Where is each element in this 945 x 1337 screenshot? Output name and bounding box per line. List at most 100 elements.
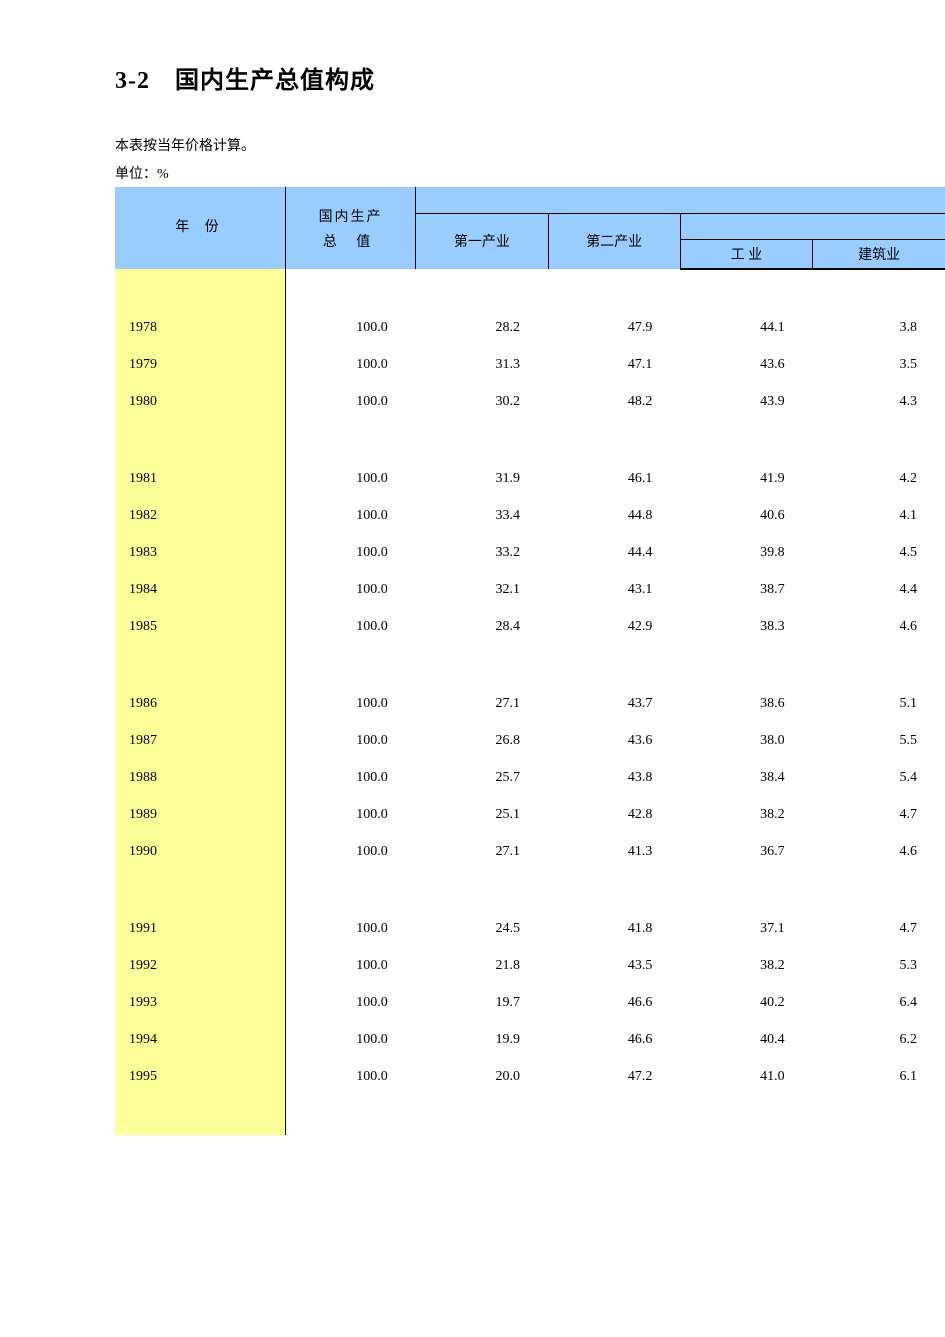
header-primary: 第一产业 (416, 213, 548, 269)
year-cell: 1986 (115, 685, 285, 722)
secondary-cell: 47.1 (548, 346, 680, 383)
year-cell: 1978 (115, 309, 285, 346)
table-unit: 单位：% (115, 163, 945, 183)
table-row: 1989100.025.142.838.24.7 (115, 796, 945, 833)
construction-cell: 4.4 (813, 571, 945, 608)
construction-cell: 4.6 (813, 833, 945, 870)
primary-cell: 25.7 (416, 759, 548, 796)
year-cell: 1990 (115, 833, 285, 870)
primary-cell: 26.8 (416, 722, 548, 759)
gap-cell (416, 420, 548, 460)
gap-year-cell (115, 269, 285, 309)
industry-cell: 38.4 (680, 759, 812, 796)
gap-cell (548, 645, 680, 685)
primary-cell: 33.4 (416, 497, 548, 534)
primary-cell: 28.4 (416, 608, 548, 645)
gap-cell (416, 870, 548, 910)
gap-cell (548, 420, 680, 460)
primary-cell: 27.1 (416, 833, 548, 870)
table-note: 本表按当年价格计算。 (115, 135, 945, 155)
header-year: 年 份 (115, 187, 285, 269)
primary-cell: 19.7 (416, 984, 548, 1021)
header-gdp-l2: 总 值 (286, 230, 415, 255)
gap-cell (548, 1095, 680, 1135)
industry-cell: 41.9 (680, 460, 812, 497)
table-row: 1986100.027.143.738.65.1 (115, 685, 945, 722)
secondary-cell: 43.8 (548, 759, 680, 796)
construction-cell: 4.7 (813, 796, 945, 833)
gdp-cell: 100.0 (285, 833, 415, 870)
gap-cell (285, 269, 415, 309)
gap-cell (285, 420, 415, 460)
table-body: 1978100.028.247.944.13.81979100.031.347.… (115, 269, 945, 1135)
primary-cell: 31.9 (416, 460, 548, 497)
construction-cell: 4.3 (813, 383, 945, 420)
table-header: 年 份 国内生产 总 值 第一产业 第二产业 工 业 建筑业 (115, 187, 945, 269)
industry-cell: 38.6 (680, 685, 812, 722)
secondary-cell: 41.8 (548, 910, 680, 947)
gap-cell (416, 645, 548, 685)
gdp-cell: 100.0 (285, 759, 415, 796)
gdp-cell: 100.0 (285, 309, 415, 346)
year-cell: 1982 (115, 497, 285, 534)
table-row: 1982100.033.444.840.64.1 (115, 497, 945, 534)
table-row: 1988100.025.743.838.45.4 (115, 759, 945, 796)
year-cell: 1993 (115, 984, 285, 1021)
gap-cell (416, 1095, 548, 1135)
primary-cell: 31.3 (416, 346, 548, 383)
gap-cell (285, 870, 415, 910)
table-gap-row (115, 269, 945, 309)
gdp-cell: 100.0 (285, 796, 415, 833)
secondary-cell: 41.3 (548, 833, 680, 870)
year-cell: 1994 (115, 1021, 285, 1058)
primary-cell: 30.2 (416, 383, 548, 420)
page-title: 3-2 国内生产总值构成 (115, 60, 945, 95)
year-cell: 1984 (115, 571, 285, 608)
secondary-cell: 48.2 (548, 383, 680, 420)
gap-cell (680, 870, 812, 910)
table-gap-row (115, 420, 945, 460)
primary-cell: 20.0 (416, 1058, 548, 1095)
gap-cell (285, 645, 415, 685)
table-gap-row (115, 1095, 945, 1135)
gap-cell (680, 1095, 812, 1135)
gap-cell (813, 645, 945, 685)
gdp-cell: 100.0 (285, 383, 415, 420)
construction-cell: 6.2 (813, 1021, 945, 1058)
secondary-cell: 46.6 (548, 984, 680, 1021)
construction-cell: 4.6 (813, 608, 945, 645)
primary-cell: 21.8 (416, 947, 548, 984)
gap-cell (813, 870, 945, 910)
industry-cell: 38.7 (680, 571, 812, 608)
industry-cell: 44.1 (680, 309, 812, 346)
construction-cell: 5.5 (813, 722, 945, 759)
year-cell: 1985 (115, 608, 285, 645)
gdp-cell: 100.0 (285, 685, 415, 722)
construction-cell: 6.1 (813, 1058, 945, 1095)
gdp-cell: 100.0 (285, 571, 415, 608)
table-row: 1980100.030.248.243.94.3 (115, 383, 945, 420)
header-blank-top (416, 187, 945, 213)
gap-cell (680, 269, 812, 309)
gdp-cell: 100.0 (285, 460, 415, 497)
primary-cell: 28.2 (416, 309, 548, 346)
construction-cell: 5.3 (813, 947, 945, 984)
gap-cell (680, 420, 812, 460)
table-row: 1991100.024.541.837.14.7 (115, 910, 945, 947)
gap-year-cell (115, 1095, 285, 1135)
header-construction: 建筑业 (813, 239, 945, 269)
gap-cell (813, 420, 945, 460)
gdp-composition-table: 年 份 国内生产 总 值 第一产业 第二产业 工 业 建筑业 1978100.0… (115, 187, 945, 1135)
year-cell: 1992 (115, 947, 285, 984)
construction-cell: 5.1 (813, 685, 945, 722)
secondary-cell: 46.1 (548, 460, 680, 497)
table-row: 1983100.033.244.439.84.5 (115, 534, 945, 571)
year-cell: 1989 (115, 796, 285, 833)
year-cell: 1980 (115, 383, 285, 420)
gdp-cell: 100.0 (285, 534, 415, 571)
industry-cell: 40.4 (680, 1021, 812, 1058)
secondary-cell: 43.6 (548, 722, 680, 759)
primary-cell: 25.1 (416, 796, 548, 833)
secondary-cell: 47.2 (548, 1058, 680, 1095)
table-row: 1992100.021.843.538.25.3 (115, 947, 945, 984)
